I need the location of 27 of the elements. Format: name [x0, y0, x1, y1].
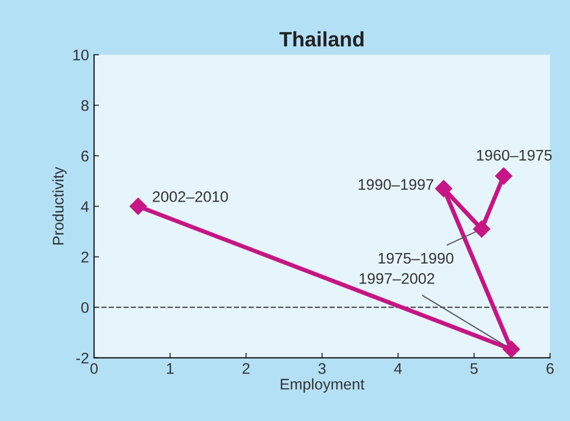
annotation: 1997–2002: [360, 273, 434, 284]
point: [473, 220, 490, 238]
x-axis-title: Employment: [280, 378, 364, 393]
point: [502, 340, 520, 358]
y-tick-label: -2: [76, 352, 88, 364]
annotation: 1960–1975: [477, 150, 552, 161]
x-tick-label: 2: [242, 363, 250, 374]
y-tick-label: 2: [81, 252, 88, 262]
y-tick-label: 8: [81, 100, 89, 111]
y-tick-label: 0: [81, 302, 89, 314]
x-tick-label: 6: [546, 363, 554, 374]
annotation: 2002–2010: [152, 191, 228, 202]
x-tick-label: 0: [90, 363, 98, 374]
x-tick-label: 3: [318, 363, 326, 374]
x-tick-label: 5: [470, 363, 478, 374]
point: [495, 167, 512, 185]
y-tick-label: 10: [73, 50, 89, 60]
y-tick-label: 4: [81, 201, 89, 212]
point: [130, 198, 147, 215]
x-tick-label: 4: [394, 363, 402, 374]
y-tick-label: 6: [81, 150, 89, 162]
chart-title: Thailand: [279, 31, 364, 47]
annotation: 1990–1997: [358, 179, 434, 190]
y-axis-title: Productivity: [52, 166, 67, 245]
point: [435, 180, 452, 198]
x-tick-label: 1: [166, 363, 174, 374]
annotation: 1975–1990: [378, 252, 454, 264]
